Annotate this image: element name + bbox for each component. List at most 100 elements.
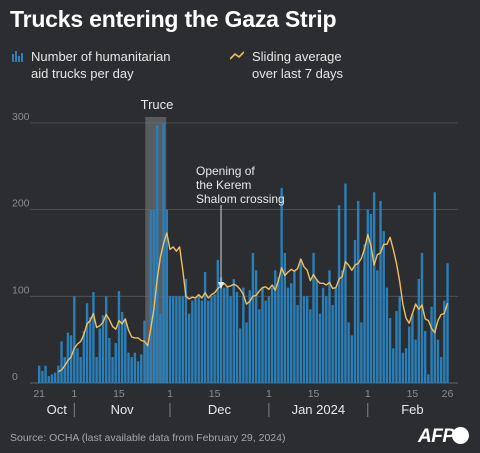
bar: [200, 300, 204, 383]
x-tick-label: 26: [442, 388, 454, 400]
x-tick-label: 15: [113, 388, 125, 400]
bar: [401, 352, 405, 383]
legend-average-line2: over last 7 days: [252, 66, 344, 81]
bar: [341, 270, 344, 383]
bar: [171, 296, 175, 383]
bar: [223, 287, 226, 383]
bar: [443, 300, 446, 383]
bar: [130, 356, 133, 383]
bar: [420, 252, 424, 383]
truce-label: Truce: [141, 97, 174, 112]
source-note: Source: OCHA (last available data from F…: [10, 432, 286, 444]
month-label: Feb: [401, 402, 423, 417]
bar: [305, 296, 309, 383]
bar: [152, 209, 156, 383]
bar: [293, 270, 296, 383]
bar: [337, 205, 341, 383]
bar: [41, 370, 44, 383]
bar: [385, 287, 389, 383]
bar: [95, 356, 98, 383]
bar: [258, 309, 261, 383]
bar: [44, 365, 47, 383]
x-tick-label: 15: [308, 388, 320, 400]
y-tick-label: 300: [12, 111, 30, 123]
bar: [175, 296, 178, 383]
kerem-pointer-arrow: [218, 282, 225, 289]
bar: [168, 296, 172, 383]
bar: [89, 317, 92, 383]
bar: [79, 356, 82, 383]
y-tick-label: 0: [12, 371, 18, 383]
bar-legend-icon: [12, 51, 23, 62]
bar: [382, 231, 385, 383]
bar: [69, 335, 73, 383]
bar-series: [38, 122, 449, 384]
bar: [302, 296, 306, 383]
bar: [111, 356, 114, 383]
x-axis: 21 1 15 1 15 1 15 1 15 26 Oct Nov Dec Jan 2024 Feb: [33, 388, 454, 417]
bar: [181, 296, 184, 383]
bar: [104, 296, 108, 383]
afp-logo-dot: [452, 427, 469, 444]
legend-bars-line2: aid trucks per day: [31, 66, 134, 81]
bar: [417, 278, 421, 383]
bar: [427, 374, 430, 383]
bar: [210, 296, 213, 383]
x-tick-label: 15: [209, 388, 221, 400]
bar: [446, 263, 449, 383]
bar: [57, 365, 60, 383]
bar: [184, 278, 188, 383]
bar: [133, 352, 137, 383]
bar: [117, 291, 121, 383]
month-label: Oct: [47, 402, 68, 417]
bar: [283, 252, 287, 383]
bar: [254, 270, 258, 383]
bar: [312, 252, 315, 383]
bar: [92, 291, 95, 383]
bar: [178, 296, 181, 383]
bar: [63, 356, 66, 383]
bar: [146, 343, 149, 383]
bar: [414, 339, 417, 383]
month-label: Dec: [208, 402, 232, 417]
bar: [66, 332, 70, 383]
bar: [328, 270, 331, 383]
bar: [398, 296, 401, 383]
bar: [38, 365, 41, 383]
bar: [245, 322, 248, 383]
bar: [350, 335, 354, 383]
bar: [325, 296, 328, 383]
bar: [73, 296, 76, 383]
bar: [60, 341, 63, 383]
bar: [149, 209, 153, 383]
legend-average-line1: Sliding average: [252, 49, 342, 64]
kerem-label-line: Opening of: [196, 164, 255, 178]
bar: [108, 337, 111, 383]
bar: [143, 320, 146, 383]
bar: [50, 374, 54, 383]
y-tick-label: 100: [12, 284, 30, 296]
bar: [226, 285, 229, 383]
x-tick-label: 21: [33, 388, 45, 400]
bar: [232, 278, 235, 383]
bar: [299, 261, 302, 383]
bar: [430, 306, 433, 383]
bar: [213, 294, 216, 383]
bar: [357, 200, 360, 383]
bar: [156, 125, 159, 383]
bar: [101, 315, 105, 383]
bar: [290, 283, 293, 383]
legend-bars: Number of humanitarian aid trucks per da…: [12, 48, 170, 82]
bar: [366, 209, 369, 383]
bar: [411, 313, 414, 383]
bar: [191, 300, 194, 383]
bar: [331, 304, 334, 383]
afp-logo: AFP: [418, 426, 455, 447]
bar: [395, 311, 398, 383]
month-label: Jan 2024: [292, 402, 346, 417]
bar: [53, 372, 57, 383]
bar: [286, 287, 290, 383]
bar: [47, 376, 50, 383]
kerem-label-line: Shalom crossing: [196, 192, 285, 206]
